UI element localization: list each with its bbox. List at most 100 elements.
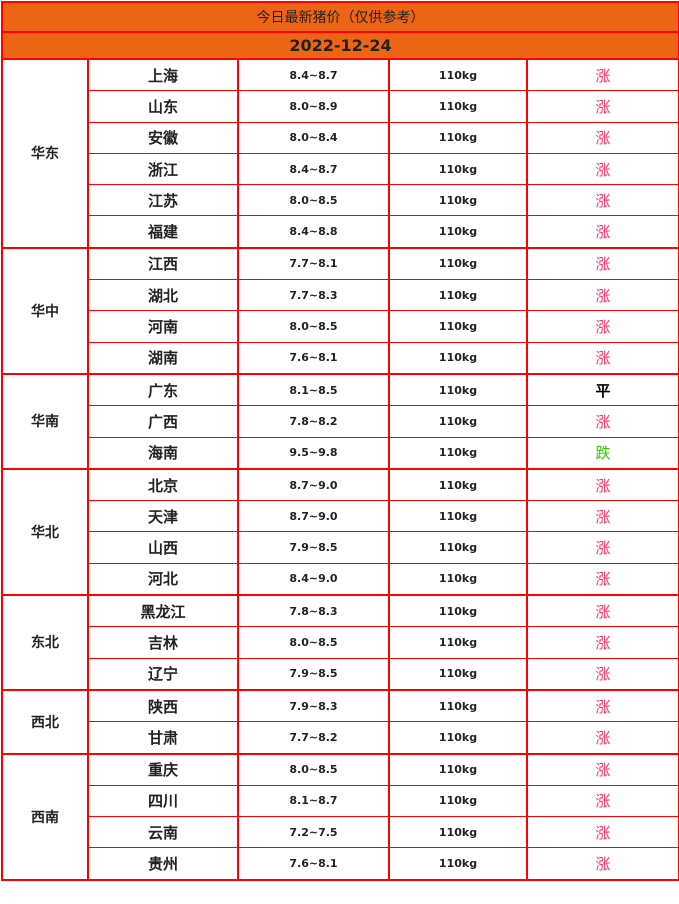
- table-row: 辽宁 7.9~8.5 110kg 涨: [2, 657, 679, 691]
- table-row: 河南 8.0~8.5 110kg 涨: [2, 310, 679, 343]
- table-row: 吉林 8.0~8.5 110kg 涨: [2, 626, 679, 659]
- province-cell: 广东: [87, 372, 239, 407]
- trend-cell: 涨: [526, 752, 679, 786]
- region-cell: 华北: [1, 467, 89, 596]
- table-row: 山东 8.0~8.9 110kg 涨: [2, 90, 679, 123]
- table-row: 四川 8.1~8.7 110kg 涨: [2, 784, 679, 818]
- region-cell: 东北: [1, 594, 89, 691]
- table-title: 今日最新猪价（仅供参考）: [1, 1, 679, 33]
- province-cell: 四川: [87, 784, 239, 818]
- trend-cell: 涨: [526, 184, 679, 217]
- trend-cell: 涨: [526, 152, 679, 186]
- table-row: 海南 9.5~9.8 110kg 跌: [2, 436, 679, 470]
- price-cell: 7.7~8.1: [237, 246, 390, 281]
- province-cell: 贵州: [87, 847, 239, 881]
- table-row: 西南 重庆 8.0~8.5 110kg 涨: [1, 752, 679, 881]
- price-cell: 9.5~9.8: [237, 436, 390, 470]
- province-cell: 湖北: [87, 279, 239, 312]
- weight-cell: 110kg: [388, 467, 528, 502]
- trend-cell: 涨: [526, 626, 679, 659]
- weight-cell: 110kg: [388, 784, 528, 818]
- weight-cell: 110kg: [388, 626, 528, 659]
- weight-cell: 110kg: [388, 90, 528, 123]
- price-cell: 8.1~8.5: [237, 372, 390, 407]
- province-cell: 浙江: [87, 152, 239, 186]
- price-cell: 7.9~8.5: [237, 657, 390, 691]
- province-cell: 福建: [87, 215, 239, 249]
- weight-cell: 110kg: [388, 341, 528, 375]
- table-row: 甘肃 7.7~8.2 110kg 涨: [2, 721, 679, 755]
- price-cell: 8.0~8.5: [237, 310, 390, 343]
- trend-cell: 涨: [526, 341, 679, 375]
- trend-cell: 涨: [526, 215, 679, 249]
- region-cell: 西南: [1, 752, 89, 881]
- price-cell: 7.9~8.3: [237, 688, 390, 723]
- weight-cell: 110kg: [388, 594, 528, 628]
- province-cell: 陕西: [87, 688, 239, 723]
- table-row: 山西 7.9~8.5 110kg 涨: [2, 531, 679, 564]
- province-cell: 山东: [87, 90, 239, 123]
- price-cell: 8.4~8.7: [237, 58, 390, 92]
- province-cell: 湖南: [87, 341, 239, 375]
- table-row: 湖南 7.6~8.1 110kg 涨: [2, 341, 679, 375]
- price-cell: 8.7~9.0: [237, 500, 390, 533]
- price-cell: 8.0~8.5: [237, 752, 390, 786]
- weight-cell: 110kg: [388, 152, 528, 186]
- weight-cell: 110kg: [388, 436, 528, 470]
- trend-cell: 涨: [526, 594, 679, 628]
- weight-cell: 110kg: [388, 58, 528, 92]
- weight-cell: 110kg: [388, 847, 528, 881]
- table-row: 河北 8.4~9.0 110kg 涨: [2, 562, 679, 596]
- weight-cell: 110kg: [388, 246, 528, 281]
- trend-cell: 跌: [526, 436, 679, 470]
- table-row: 华东 上海 8.4~8.7 110kg 涨: [1, 58, 679, 249]
- province-cell: 上海: [87, 58, 239, 92]
- region-cell: 华中: [1, 246, 89, 375]
- weight-cell: 110kg: [388, 531, 528, 564]
- table-row: 福建 8.4~8.8 110kg 涨: [2, 215, 679, 249]
- province-cell: 江苏: [87, 184, 239, 217]
- price-cell: 7.7~8.2: [237, 721, 390, 755]
- price-cell: 8.0~8.9: [237, 90, 390, 123]
- table-row: 华南 广东 8.1~8.5 110kg 平: [1, 372, 679, 470]
- weight-cell: 110kg: [388, 657, 528, 691]
- province-cell: 北京: [87, 467, 239, 502]
- table-row: 天津 8.7~9.0 110kg 涨: [2, 500, 679, 533]
- price-cell: 8.0~8.5: [237, 184, 390, 217]
- province-cell: 天津: [87, 500, 239, 533]
- price-cell: 8.4~9.0: [237, 562, 390, 596]
- province-cell: 河北: [87, 562, 239, 596]
- weight-cell: 110kg: [388, 372, 528, 407]
- province-cell: 吉林: [87, 626, 239, 659]
- region-cell: 华南: [1, 372, 89, 470]
- weight-cell: 110kg: [388, 562, 528, 596]
- trend-cell: 涨: [526, 405, 679, 438]
- province-cell: 江西: [87, 246, 239, 281]
- table-row: 华北 北京 8.7~9.0 110kg 涨: [1, 467, 679, 596]
- price-cell: 7.9~8.5: [237, 531, 390, 564]
- province-cell: 重庆: [87, 752, 239, 786]
- weight-cell: 110kg: [388, 688, 528, 723]
- price-cell: 7.2~7.5: [237, 816, 390, 849]
- weight-cell: 110kg: [388, 405, 528, 438]
- trend-cell: 涨: [526, 784, 679, 818]
- price-cell: 7.6~8.1: [237, 341, 390, 375]
- table-row: 广西 7.8~8.2 110kg 涨: [2, 405, 679, 438]
- province-cell: 云南: [87, 816, 239, 849]
- trend-cell: 涨: [526, 688, 679, 723]
- trend-cell: 涨: [526, 121, 679, 154]
- table-row: 华中 江西 7.7~8.1 110kg 涨: [1, 246, 679, 375]
- region-cell: 西北: [1, 688, 89, 755]
- weight-cell: 110kg: [388, 816, 528, 849]
- table-row: 浙江 8.4~8.7 110kg 涨: [2, 152, 679, 186]
- table-row: 湖北 7.7~8.3 110kg 涨: [2, 279, 679, 312]
- price-cell: 7.6~8.1: [237, 847, 390, 881]
- weight-cell: 110kg: [388, 310, 528, 343]
- trend-cell: 涨: [526, 246, 679, 281]
- price-cell: 8.0~8.5: [237, 626, 390, 659]
- price-cell: 8.7~9.0: [237, 467, 390, 502]
- trend-cell: 涨: [526, 279, 679, 312]
- weight-cell: 110kg: [388, 752, 528, 786]
- price-cell: 8.0~8.4: [237, 121, 390, 154]
